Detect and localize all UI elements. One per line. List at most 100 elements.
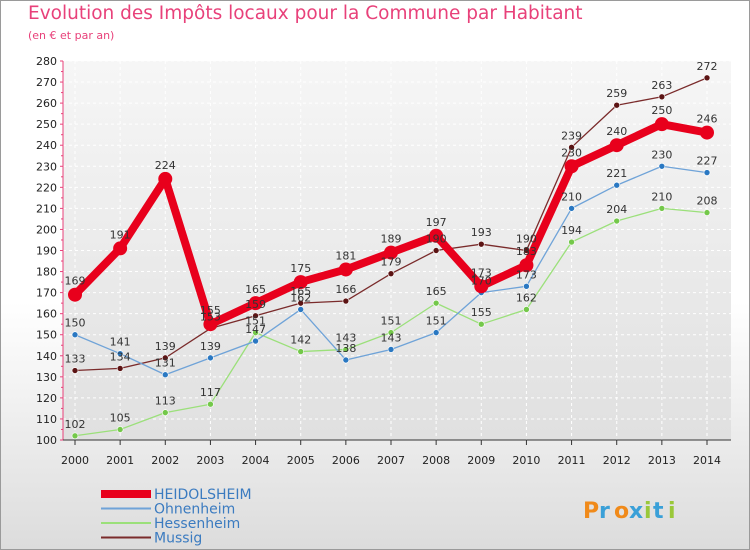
data-label-hessenheim: 151 xyxy=(245,315,266,328)
data-point-hessenheim xyxy=(252,329,259,336)
data-point-hessenheim xyxy=(523,306,530,313)
x-tick-label: 2011 xyxy=(558,454,586,467)
data-point-mussig xyxy=(432,247,440,254)
data-label-ohnenheim: 150 xyxy=(65,317,86,330)
data-point-ohnenheim xyxy=(568,205,575,212)
data-label-ohnenheim: 139 xyxy=(200,340,221,353)
data-point-heidolsheim xyxy=(700,125,714,140)
data-point-ohnenheim xyxy=(613,181,621,189)
data-label-heidolsheim: 250 xyxy=(651,104,672,117)
x-tick-label: 2001 xyxy=(106,454,134,467)
legend-label-mussig: Mussig xyxy=(154,531,202,547)
data-label-hessenheim: 113 xyxy=(155,395,176,408)
data-point-mussig xyxy=(477,240,485,248)
data-point-heidolsheim xyxy=(429,228,444,243)
brand-letter: t xyxy=(653,499,664,524)
data-point-mussig xyxy=(568,144,575,151)
legend-label-heidolsheim: HEIDOLSHEIM xyxy=(154,487,252,503)
data-label-hessenheim: 151 xyxy=(381,315,402,328)
legend-label-ohnenheim: Ohnenheim xyxy=(154,502,235,518)
x-tick-label: 2002 xyxy=(151,454,179,467)
data-label-ohnenheim: 170 xyxy=(471,275,492,288)
y-tick-label: 270 xyxy=(36,76,57,89)
data-point-mussig xyxy=(116,365,124,372)
data-label-heidolsheim: 181 xyxy=(335,249,356,262)
data-label-ohnenheim: 221 xyxy=(606,167,627,180)
data-label-hessenheim: 165 xyxy=(426,285,447,298)
data-label-ohnenheim: 227 xyxy=(697,155,718,168)
data-point-hessenheim xyxy=(161,409,169,416)
data-point-ohnenheim xyxy=(703,169,711,176)
data-label-mussig: 239 xyxy=(561,129,582,142)
y-tick-label: 140 xyxy=(36,350,57,363)
data-label-heidolsheim: 224 xyxy=(155,159,176,172)
data-point-hessenheim xyxy=(116,426,124,433)
data-point-ohnenheim xyxy=(71,331,79,339)
data-point-ohnenheim xyxy=(432,329,440,336)
data-label-mussig: 133 xyxy=(65,353,86,366)
data-label-hessenheim: 194 xyxy=(561,224,582,237)
data-label-heidolsheim: 175 xyxy=(290,262,311,275)
y-tick-label: 200 xyxy=(36,223,57,236)
data-label-ohnenheim: 162 xyxy=(290,291,311,304)
data-label-mussig: 134 xyxy=(110,350,131,363)
data-label-hessenheim: 142 xyxy=(290,334,311,347)
x-tick-label: 2005 xyxy=(287,454,315,467)
data-point-heidolsheim xyxy=(609,138,624,153)
data-label-mussig: 153 xyxy=(200,310,221,323)
data-point-hessenheim xyxy=(297,348,305,355)
brand-letter: o xyxy=(614,499,629,524)
data-point-heidolsheim xyxy=(519,258,534,273)
data-point-heidolsheim xyxy=(203,317,218,332)
data-point-ohnenheim xyxy=(161,371,169,379)
data-point-heidolsheim xyxy=(293,275,308,290)
y-tick-label: 240 xyxy=(36,139,57,152)
data-label-hessenheim: 143 xyxy=(335,331,356,344)
y-tick-label: 210 xyxy=(36,202,57,215)
y-tick-label: 150 xyxy=(36,329,57,342)
data-point-mussig xyxy=(658,93,666,101)
data-label-mussig: 193 xyxy=(471,226,492,239)
data-label-ohnenheim: 138 xyxy=(335,342,356,355)
data-point-ohnenheim xyxy=(658,162,666,170)
data-point-hessenheim xyxy=(342,346,350,353)
data-label-heidolsheim: 173 xyxy=(471,266,492,279)
data-point-mussig xyxy=(613,101,621,109)
data-point-mussig xyxy=(252,312,259,320)
data-point-mussig xyxy=(703,74,711,82)
data-point-hessenheim xyxy=(432,299,440,307)
data-point-heidolsheim xyxy=(68,287,82,302)
y-tick-label: 180 xyxy=(36,266,57,279)
data-label-hessenheim: 210 xyxy=(651,190,672,203)
data-label-hessenheim: 208 xyxy=(697,195,718,208)
data-point-heidolsheim xyxy=(158,171,173,186)
legend-label-hessenheim: Hessenheim xyxy=(154,516,240,532)
data-point-hessenheim xyxy=(568,238,575,246)
data-point-mussig xyxy=(387,270,395,277)
data-point-mussig xyxy=(161,354,169,362)
data-point-heidolsheim xyxy=(474,279,489,294)
x-tick-label: 2006 xyxy=(332,454,360,467)
data-point-ohnenheim xyxy=(116,350,124,357)
data-label-heidolsheim: 155 xyxy=(200,304,221,317)
data-point-heidolsheim xyxy=(564,159,579,174)
data-point-hessenheim xyxy=(477,320,485,328)
y-tick-label: 280 xyxy=(36,55,57,68)
chart-title: Evolution des Impôts locaux pour la Comm… xyxy=(28,3,583,24)
data-label-mussig: 179 xyxy=(381,256,402,269)
data-point-ohnenheim xyxy=(207,354,214,362)
data-label-ohnenheim: 173 xyxy=(516,268,537,281)
data-label-mussig: 190 xyxy=(426,233,447,246)
data-label-ohnenheim: 151 xyxy=(426,315,447,328)
chart-subtitle: (en € et par an) xyxy=(28,29,115,42)
data-point-heidolsheim xyxy=(654,117,669,132)
data-label-hessenheim: 102 xyxy=(65,418,86,431)
y-tick-label: 160 xyxy=(36,308,57,321)
data-point-ohnenheim xyxy=(387,346,395,353)
data-point-hessenheim xyxy=(71,432,79,440)
data-label-ohnenheim: 141 xyxy=(110,336,131,349)
brand-letter: P xyxy=(583,499,599,524)
data-label-ohnenheim: 131 xyxy=(155,357,176,370)
y-tick-label: 260 xyxy=(36,97,57,110)
